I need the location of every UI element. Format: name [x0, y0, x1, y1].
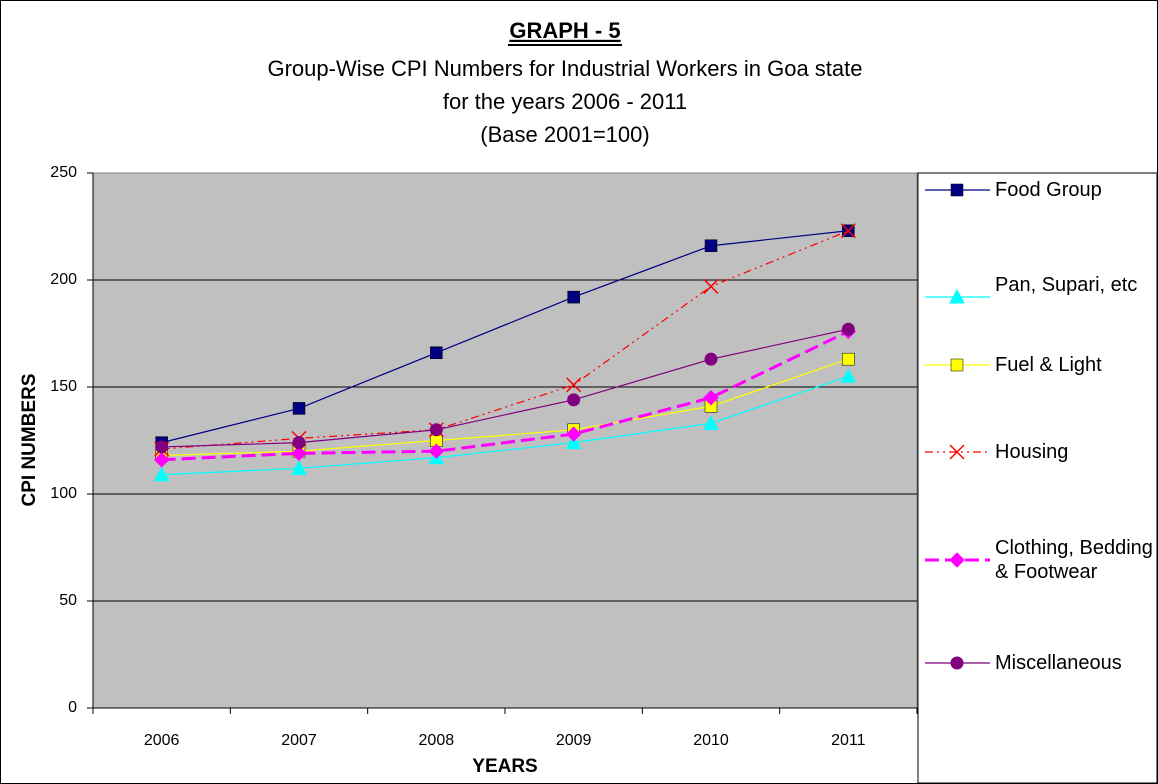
- series-line: [161, 375, 849, 476]
- marker: [704, 352, 718, 366]
- chart-title: GRAPH - 5: [509, 18, 620, 43]
- y-tick-label: 0: [68, 699, 77, 716]
- subtitle: for the years 2006 - 2011: [443, 89, 687, 114]
- marker: [291, 460, 307, 475]
- marker: [567, 290, 580, 304]
- x-tick-label: 2009: [556, 732, 592, 749]
- legend-label: Food Group: [995, 179, 1102, 201]
- marker: [429, 423, 443, 437]
- marker: [949, 444, 965, 460]
- marker: [703, 415, 719, 430]
- marker: [565, 426, 582, 442]
- marker: [842, 352, 855, 366]
- marker: [291, 445, 307, 462]
- y-tick-label: 250: [50, 164, 77, 181]
- legend-label: Pan, Supari, etc: [995, 274, 1138, 296]
- x-tick-label: 2008: [419, 732, 455, 749]
- marker: [153, 466, 170, 482]
- marker: [950, 358, 964, 372]
- y-tick-label: 200: [50, 271, 77, 288]
- y-tick-label: 150: [50, 378, 77, 395]
- marker: [292, 436, 306, 450]
- y-tick-label: 100: [50, 485, 77, 502]
- marker: [840, 223, 856, 239]
- series-line: [161, 230, 849, 444]
- marker: [430, 346, 443, 360]
- marker: [153, 452, 170, 468]
- legend-label: Housing: [995, 441, 1069, 463]
- marker: [703, 389, 719, 406]
- x-tick-label: 2006: [144, 732, 180, 749]
- y-axis-label: CPI NUMBERS: [19, 373, 40, 506]
- marker: [292, 402, 306, 415]
- marker: [950, 183, 964, 197]
- marker: [703, 278, 719, 294]
- marker: [155, 440, 169, 454]
- series-line: [161, 328, 849, 448]
- marker: [841, 322, 855, 336]
- legend-label: Fuel & Light: [995, 354, 1102, 376]
- marker: [565, 434, 582, 450]
- marker: [950, 656, 964, 670]
- x-axis-label: YEARS: [472, 756, 537, 777]
- series-line: [161, 358, 849, 457]
- x-tick-label: 2010: [693, 732, 729, 749]
- y-tick-label: 50: [59, 592, 77, 609]
- legend-box: [917, 172, 1158, 784]
- series-line: [161, 230, 849, 450]
- marker: [566, 377, 582, 393]
- x-tick-label: 2011: [831, 732, 866, 749]
- marker: [840, 368, 857, 383]
- marker: [949, 552, 965, 568]
- marker: [949, 288, 965, 304]
- series-line: [161, 330, 849, 462]
- plot-area: [92, 172, 918, 709]
- x-tick-label: 2007: [281, 732, 317, 749]
- subtitle: (Base 2001=100): [480, 122, 649, 147]
- marker: [567, 393, 581, 407]
- subtitle: Group-Wise CPI Numbers for Industrial Wo…: [267, 56, 862, 81]
- marker: [704, 239, 718, 253]
- legend-label: Clothing, Bedding & Footwear: [995, 537, 1153, 583]
- legend-label: Miscellaneous: [995, 652, 1122, 674]
- marker: [428, 443, 445, 459]
